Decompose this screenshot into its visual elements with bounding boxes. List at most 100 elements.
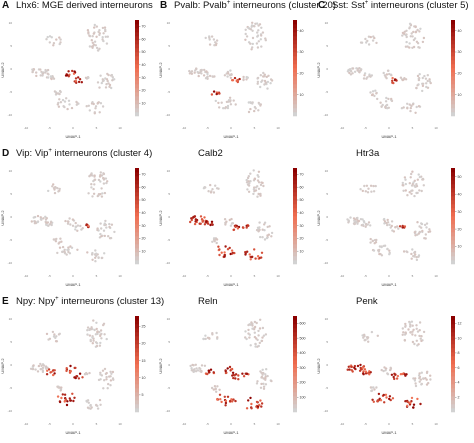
cell-point	[385, 77, 388, 80]
cell-point	[105, 181, 108, 185]
panel-title-superscript: +	[48, 148, 52, 154]
cell-point	[418, 329, 421, 332]
cell-point	[418, 230, 422, 234]
cell-point	[264, 378, 267, 381]
cell-point	[63, 248, 66, 251]
cell-point	[63, 100, 67, 103]
cell-point	[351, 72, 354, 75]
cell-point	[410, 396, 414, 400]
cell-point	[256, 345, 259, 348]
cell-point	[408, 103, 411, 106]
cell-point	[420, 189, 423, 193]
cell-point	[418, 30, 421, 33]
cell-point	[194, 218, 197, 221]
cell-point	[418, 73, 421, 76]
colorbar-tick-label: 10	[142, 376, 146, 380]
cell-point	[367, 187, 370, 190]
y-tick-label: -5	[167, 238, 170, 242]
cell-point	[87, 104, 91, 108]
cell-point	[99, 371, 102, 374]
cell-point	[211, 240, 214, 243]
cell-point	[58, 246, 62, 249]
colorbar-segment	[451, 96, 455, 101]
cell-point	[413, 185, 417, 188]
cell-point	[402, 184, 405, 187]
colorbar-segment	[135, 236, 139, 241]
colorbar-segment	[293, 172, 297, 177]
cell-point	[422, 82, 425, 86]
cell-point	[103, 26, 107, 29]
cell-point	[208, 371, 211, 374]
cell-point	[383, 220, 387, 223]
cell-point	[227, 100, 230, 103]
cell-point	[251, 36, 255, 40]
cell-point	[264, 376, 267, 380]
colorbar-segment	[293, 20, 297, 25]
cell-point	[412, 30, 415, 34]
y-tick-label: 10	[167, 169, 171, 173]
cell-point	[412, 38, 416, 42]
cell-point	[258, 341, 261, 345]
cell-point	[406, 404, 409, 407]
x-tick-label: 10	[434, 422, 438, 426]
panel-title-main: Vip: Vip	[16, 148, 49, 160]
cell-point	[251, 21, 254, 24]
cell-point	[93, 178, 97, 181]
cell-point	[101, 79, 105, 83]
y-tick-label: -5	[325, 386, 328, 390]
cell-point	[47, 224, 50, 227]
cell-point	[377, 392, 381, 396]
cell-point	[229, 103, 233, 106]
cell-point	[218, 106, 221, 109]
cell-point	[58, 36, 61, 39]
cell-point	[99, 232, 102, 236]
cell-point	[228, 399, 232, 403]
colorbar-segment	[293, 40, 297, 45]
cell-point	[208, 38, 211, 41]
cell-point	[264, 81, 267, 84]
cell-point	[201, 220, 204, 223]
colorbar-tick-label: 2	[458, 395, 460, 399]
colorbar-segment	[293, 244, 297, 249]
cell-point	[224, 245, 227, 248]
y-tick-label: -10	[166, 409, 171, 413]
cell-point	[418, 321, 422, 324]
cell-point	[245, 35, 249, 38]
x-tick-label: -5	[364, 422, 367, 426]
colorbar-segment	[293, 92, 297, 97]
cell-point	[75, 375, 78, 378]
x-tick-label: -10	[182, 126, 187, 130]
colorbar-segment	[135, 396, 139, 401]
cell-point	[371, 39, 375, 42]
colorbar-segment	[293, 100, 297, 105]
cell-point	[382, 393, 385, 397]
cell-point	[406, 400, 409, 403]
cell-point	[402, 331, 405, 334]
umap-scatter: UMAP-1 UMAP-2 -10 -5 0 5 10 -10 -5 0 5 10 2 4 6 8 10 12	[316, 316, 462, 435]
cell-point	[58, 187, 61, 191]
cell-point	[65, 403, 69, 407]
cell-point	[374, 241, 378, 244]
colorbar-tick-label: 20	[300, 72, 304, 76]
cell-point	[86, 326, 90, 329]
colorbar-segment	[293, 340, 297, 345]
cell-point	[76, 248, 79, 251]
cell-point	[105, 375, 108, 379]
x-axis-label: UMAP-1	[223, 134, 239, 139]
cell-point	[102, 177, 106, 180]
cell-point	[66, 74, 69, 77]
cell-point	[264, 383, 268, 386]
cell-point	[228, 218, 231, 222]
cell-point	[111, 370, 115, 374]
cell-point	[78, 78, 82, 81]
colorbar-segment	[451, 88, 455, 93]
cell-point	[355, 67, 358, 70]
x-tick-label: 5	[96, 274, 98, 278]
colorbar-tick-label: 10	[458, 336, 462, 340]
cell-point	[380, 105, 383, 109]
cell-point	[417, 83, 420, 86]
y-tick-label: 5	[326, 340, 328, 344]
cell-point	[420, 335, 423, 338]
cell-point	[228, 96, 232, 100]
cell-point	[416, 178, 419, 181]
